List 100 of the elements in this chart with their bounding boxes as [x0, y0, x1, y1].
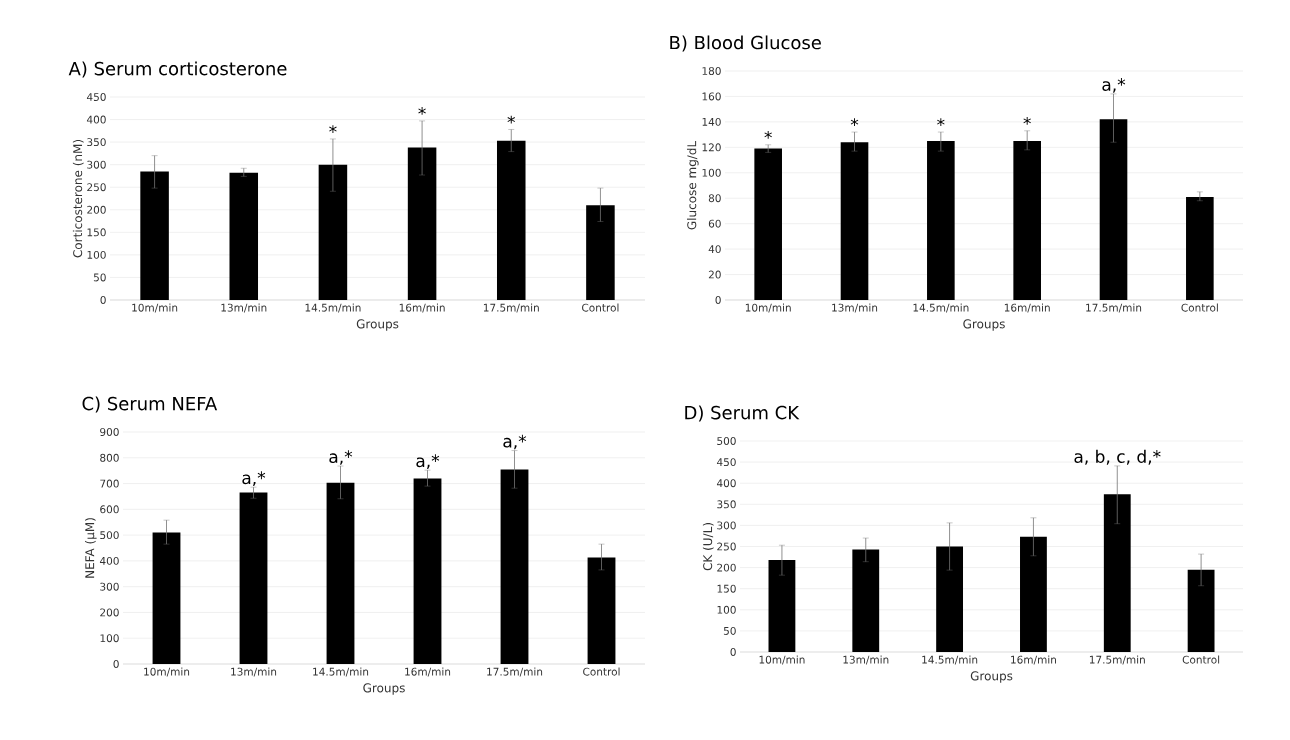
x-tick-label: 14.5m/min — [922, 655, 978, 665]
bar — [1103, 494, 1131, 652]
y-tick-label: 0 — [100, 296, 106, 304]
bar — [500, 469, 529, 664]
y-tick-label: 150 — [87, 228, 106, 237]
y-tick-label: 0 — [715, 296, 721, 304]
annotation: a, b, c, d,* — [1074, 449, 1161, 465]
x-tick-label: 16m/min — [1004, 303, 1050, 313]
chart-title: B) Blood Glucose — [670, 35, 821, 52]
annotation: a,* — [329, 450, 353, 465]
annotation: * — [937, 118, 945, 126]
y-tick-label: 100 — [100, 634, 119, 643]
bar — [754, 148, 782, 300]
chart-title: D) Serum CK — [685, 405, 800, 422]
x-tick-label: 17.5m/min — [1089, 655, 1145, 665]
y-tick-label: 100 — [702, 168, 721, 177]
x-tick-label: 14.5m/min — [313, 667, 369, 677]
y-tick-label: 200 — [87, 205, 106, 214]
bar — [140, 171, 169, 300]
bar — [840, 142, 869, 300]
annotation: * — [329, 125, 337, 133]
y-tick-label: 400 — [86, 115, 106, 124]
y-tick-label: 400 — [99, 556, 119, 565]
bar — [1187, 569, 1215, 652]
x-tick-label: Control — [1181, 303, 1218, 312]
y-tick-label: 250 — [717, 542, 736, 551]
x-tick-label: 13m/min — [843, 655, 889, 665]
y-tick-label: 100 — [717, 605, 736, 614]
bar — [326, 482, 355, 664]
y-tick-label: 250 — [87, 183, 106, 192]
y-axis-title: Corticosterone (nM) — [72, 139, 84, 258]
y-tick-label: 200 — [100, 608, 119, 617]
y-tick-label: 400 — [716, 479, 736, 488]
bar — [1013, 140, 1041, 300]
x-tick-label: 16m/min — [399, 303, 445, 313]
bar — [852, 549, 880, 652]
bar — [413, 478, 442, 664]
y-tick-label: 0 — [730, 648, 736, 656]
y-tick-label: 40 — [708, 245, 721, 254]
x-tick-label: Control — [583, 667, 620, 676]
annotation: * — [1023, 116, 1031, 125]
y-tick-label: 700 — [100, 479, 119, 488]
y-tick-label: 500 — [717, 437, 736, 445]
bar — [586, 205, 615, 300]
chart-title: C) Serum NEFA — [82, 396, 218, 413]
x-tick-label: Control — [582, 303, 619, 312]
x-tick-label: 13m/min — [221, 303, 267, 313]
annotation: * — [507, 115, 515, 124]
y-tick-label: 300 — [717, 521, 736, 530]
x-tick-label: 10m/min — [144, 667, 190, 677]
y-tick-label: 120 — [702, 143, 721, 152]
y-axis-title: CK (U/L) — [702, 523, 714, 571]
bar — [927, 140, 955, 300]
x-tick-label: 16m/min — [1011, 655, 1056, 665]
y-tick-label: 160 — [702, 92, 721, 101]
x-axis-title: Groups — [363, 683, 405, 695]
bar — [239, 492, 268, 664]
bar — [1020, 536, 1047, 652]
x-tick-label: 10m/min — [132, 303, 178, 313]
bar — [1099, 119, 1128, 300]
x-tick-label: 17.5m/min — [1086, 303, 1142, 313]
y-tick-label: 60 — [708, 219, 721, 228]
x-tick-label: 14.5m/min — [913, 303, 969, 313]
y-tick-label: 0 — [113, 660, 119, 668]
annotation: a,* — [1102, 78, 1126, 93]
x-tick-label: Control — [1182, 655, 1220, 664]
chart-title: A) Serum corticosterone — [68, 61, 287, 78]
y-tick-label: 50 — [723, 626, 736, 635]
y-tick-label: 350 — [717, 500, 736, 509]
x-tick-label: 17.5m/min — [483, 303, 539, 313]
annotation: a,* — [242, 471, 266, 486]
y-tick-label: 150 — [717, 584, 736, 593]
x-axis-title: Groups — [963, 319, 1005, 331]
bar — [318, 164, 348, 300]
bar — [496, 140, 526, 300]
y-tick-label: 500 — [100, 531, 119, 540]
y-tick-label: 450 — [86, 93, 106, 101]
y-tick-label: 300 — [100, 582, 119, 591]
y-tick-label: 900 — [100, 428, 119, 436]
bar — [587, 557, 616, 664]
bar — [768, 560, 796, 652]
x-tick-label: 13m/min — [231, 667, 277, 677]
annotation: a,* — [416, 454, 440, 469]
annotation: * — [850, 118, 859, 126]
annotation: * — [764, 130, 772, 139]
bar — [152, 532, 181, 664]
bar — [936, 546, 964, 652]
x-tick-label: 13m/min — [832, 303, 878, 313]
x-tick-label: 10m/min — [759, 655, 805, 665]
y-tick-label: 600 — [100, 505, 119, 514]
x-tick-label: 17.5m/min — [487, 667, 543, 677]
x-axis-title: Groups — [356, 319, 399, 331]
y-tick-label: 100 — [87, 250, 106, 259]
x-tick-label: 16m/min — [405, 667, 451, 677]
annotation: * — [418, 107, 426, 115]
y-tick-label: 200 — [717, 563, 736, 572]
bar — [1186, 196, 1214, 300]
annotation: a,* — [503, 434, 527, 450]
x-tick-label: 14.5m/min — [305, 303, 361, 313]
y-tick-label: 80 — [708, 194, 721, 203]
